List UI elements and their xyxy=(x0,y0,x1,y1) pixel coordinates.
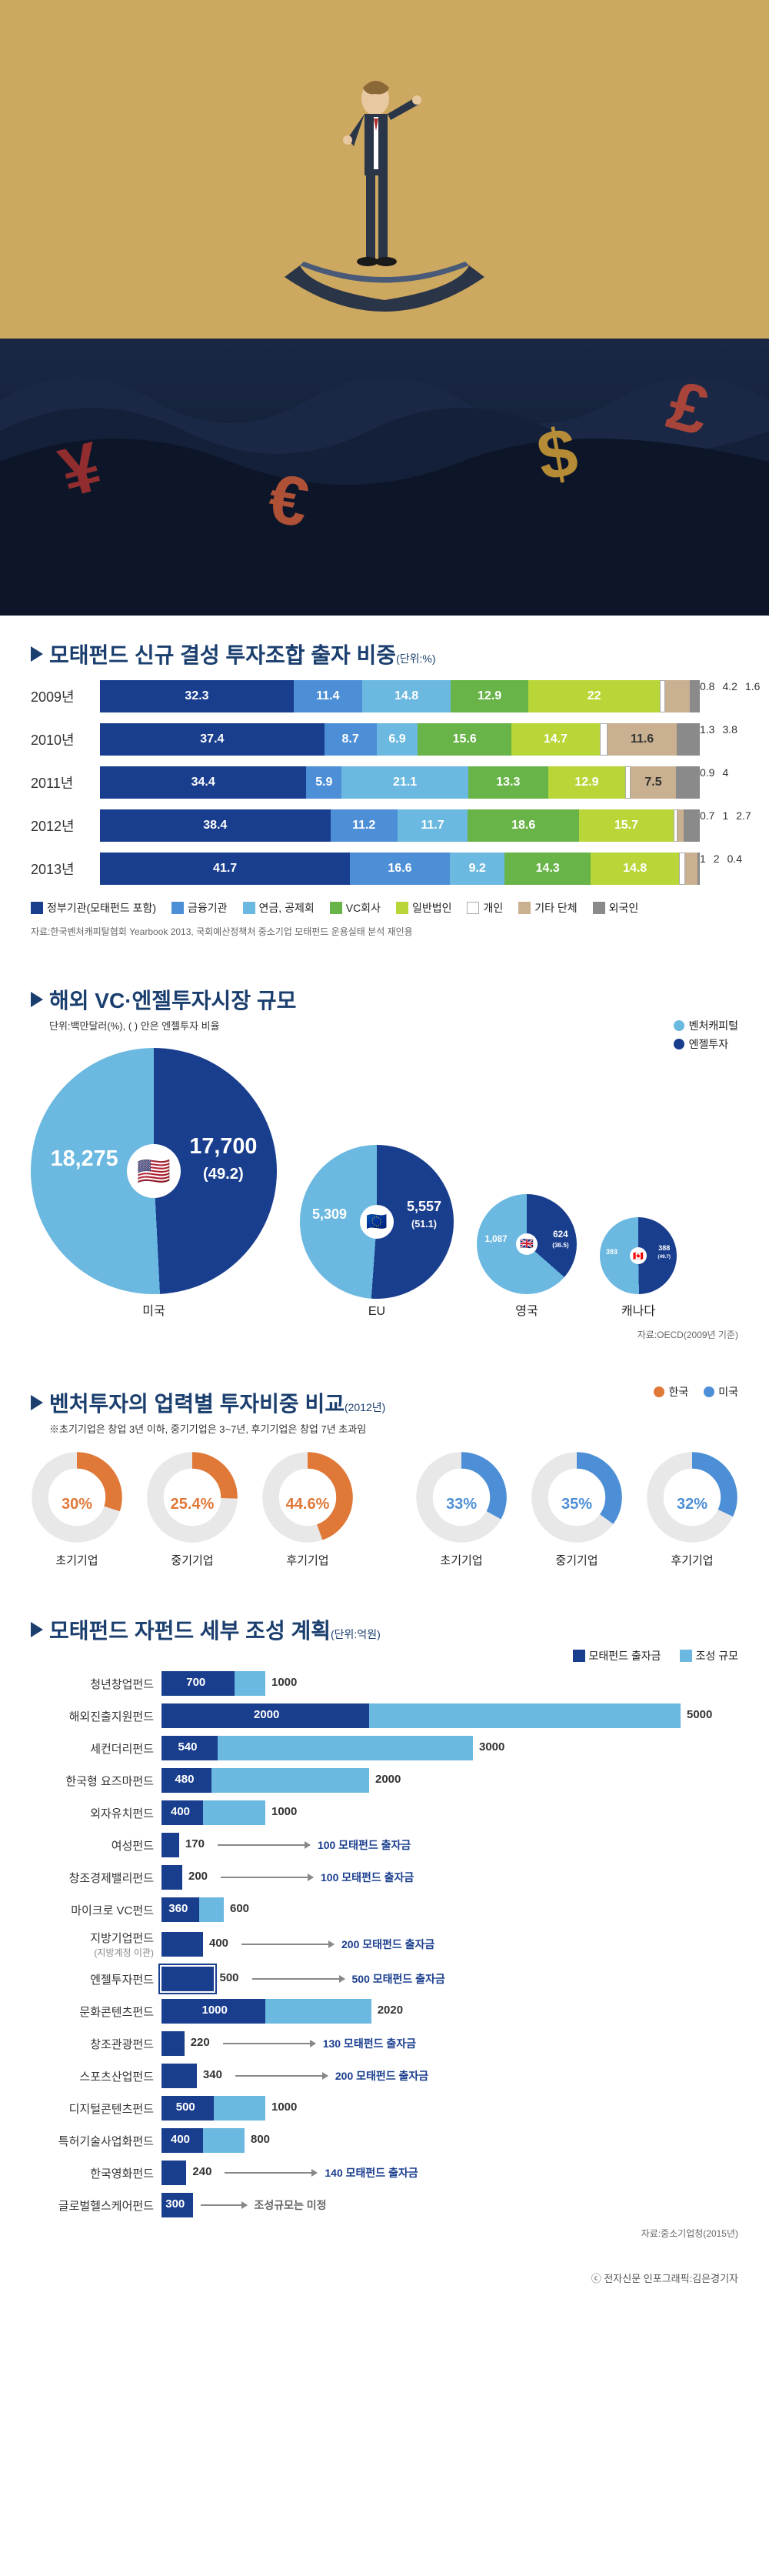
plan-row: 창조관광펀드220130 모태펀드 출자금 xyxy=(31,2031,738,2056)
chevron-icon xyxy=(31,646,43,662)
s2-legend: 벤처캐피털 엔젤투자 xyxy=(674,1015,738,1055)
donut: 35%중기기업 xyxy=(531,1451,623,1568)
pie-EU: 5,3095,557(51.1)🇪🇺EU xyxy=(300,1145,454,1319)
s2-source: 자료:OECD(2009년 기준) xyxy=(31,1328,738,1341)
plan-row: 스포츠산업펀드340200 모태펀드 출자금 xyxy=(31,2064,738,2088)
stack-row: 2011년34.45.921.113.312.97.50.94 xyxy=(31,766,738,799)
section-plan-bars: 모태펀드 자펀드 세부 조성 계획(단위:억원) 모태펀드 출자금 조성 규모 … xyxy=(0,1591,769,2263)
chevron-icon xyxy=(31,1395,43,1410)
section-donuts: 벤처투자의 업력별 투자비중 비교(2012년) ※초기기업은 창업 3년 이하… xyxy=(0,1364,769,1591)
pie-미국: 18,27517,700(49.2)🇺🇸미국 xyxy=(31,1048,277,1319)
s4-source: 자료:중소기업청(2015년) xyxy=(31,2227,738,2240)
s1-source: 자료:한국벤처캐피탈협회 Yearbook 2013, 국회예산정책처 중소기업… xyxy=(31,925,738,938)
s2-sub: 단위:백만달러(%), ( ) 안은 엔젤투자 비율 xyxy=(49,1018,738,1033)
s4-title: 모태펀드 자펀드 세부 조성 계획(단위:억원) xyxy=(49,1614,381,1645)
section-pies: 해외 VC·엔젤투자시장 규모 단위:백만달러(%), ( ) 안은 엔젤투자 … xyxy=(0,961,769,1364)
plan-row: 엔젤투자펀드500500 모태펀드 출자금 xyxy=(31,1967,738,1991)
donut: 30%초기기업 xyxy=(31,1451,123,1568)
s3-title: 벤처투자의 업력별 투자비중 비교(2012년) xyxy=(49,1387,385,1418)
plan-row: 청년창업펀드7001000 xyxy=(31,1671,738,1696)
donut: 33%초기기업 xyxy=(415,1451,508,1568)
pie-영국: 1,087624(36.5)🇬🇧영국 xyxy=(477,1194,577,1319)
donut: 25.4%중기기업 xyxy=(146,1451,238,1568)
plan-row: 창조경제밸리펀드200100 모태펀드 출자금 xyxy=(31,1865,738,1890)
man-svg xyxy=(331,77,423,277)
stack-row: 2009년32.311.414.812.9220.84.21.6 xyxy=(31,680,738,712)
footer-credit: ⓒ 전자신문 인포그래픽:김은경기자 xyxy=(0,2263,769,2308)
stack-row: 2013년41.716.69.214.314.8120.4 xyxy=(31,853,738,885)
plan-row: 외자유치펀드4001000 xyxy=(31,1800,738,1825)
plan-row: 지방기업펀드(지방계정 이관)400200 모태펀드 출자금 xyxy=(31,1930,738,1959)
plan-row: 문화콘텐츠펀드10002020 xyxy=(31,1999,738,2024)
plan-row: 여성펀드170100 모태펀드 출자금 xyxy=(31,1833,738,1857)
plan-row: 해외진출지원펀드20005000 xyxy=(31,1703,738,1728)
s1-legend: 정부기관(모태펀드 포함)금융기관연금, 공제회VC회사일반법인개인기타 단체외… xyxy=(31,900,738,916)
plan-row: 디지털콘텐츠펀드5001000 xyxy=(31,2096,738,2121)
hero-illustration: ¥€$£ xyxy=(0,0,769,616)
s2-title: 해외 VC·엔젤투자시장 규모 xyxy=(49,984,296,1015)
stack-row: 2010년37.48.76.915.614.711.61.33.8 xyxy=(31,723,738,756)
plan-row: 한국형 요즈마펀드4802000 xyxy=(31,1768,738,1793)
s4-legend: 모태펀드 출자금 조성 규모 xyxy=(31,1648,738,1663)
stack-row: 2012년38.411.211.718.615.70.712.7 xyxy=(31,809,738,842)
plan-row: 마이크로 VC펀드360600 xyxy=(31,1897,738,1922)
plan-row: 한국영화펀드240140 모태펀드 출자금 xyxy=(31,2161,738,2185)
donut: 44.6%후기기업 xyxy=(261,1451,354,1568)
chevron-icon xyxy=(31,1622,43,1637)
plan-row: 특허기술사업화펀드400800 xyxy=(31,2128,738,2153)
donut: 32%후기기업 xyxy=(646,1451,738,1568)
plan-row: 글로벌헬스케어펀드300조성규모는 미정 xyxy=(31,2193,738,2217)
s3-legend: 한국 미국 xyxy=(654,1384,738,1400)
section-stacked-bars: 모태펀드 신규 결성 투자조합 출자 비중(단위:%) 2009년32.311.… xyxy=(0,616,769,961)
s1-title: 모태펀드 신규 결성 투자조합 출자 비중(단위:%) xyxy=(49,639,436,669)
plan-row: 세컨더리펀드5403000 xyxy=(31,1736,738,1760)
wave-svg xyxy=(0,308,769,616)
s3-sub: ※초기기업은 창업 3년 이하, 중기기업은 3~7년, 후기기업은 창업 7년… xyxy=(49,1421,738,1436)
pie-캐나다: 393388(49.7)🇨🇦캐나다 xyxy=(600,1217,677,1319)
chevron-icon xyxy=(31,992,43,1007)
